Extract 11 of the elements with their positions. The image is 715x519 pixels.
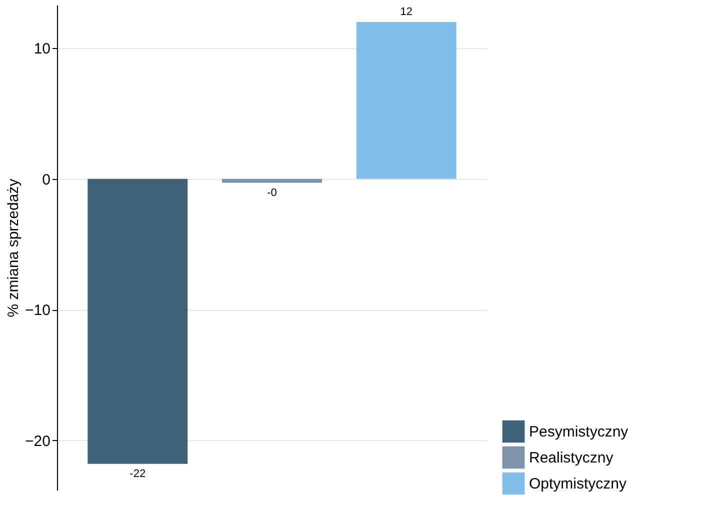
legend-label: Realistyczny: [529, 450, 614, 466]
data-label: -22: [130, 468, 146, 480]
y-tick-label: 0: [42, 171, 50, 188]
legend-label: Pesymistyczny: [529, 424, 629, 440]
data-label: -0: [267, 186, 277, 199]
y-tick-label: 10: [34, 40, 50, 58]
y-tick-label: −10: [25, 302, 50, 320]
y-axis-title: % zmiana sprzedaży: [5, 178, 22, 318]
legend-label: Optymistyczny: [529, 476, 628, 492]
data-label: 12: [400, 6, 412, 18]
y-tick-label: −20: [25, 432, 50, 450]
